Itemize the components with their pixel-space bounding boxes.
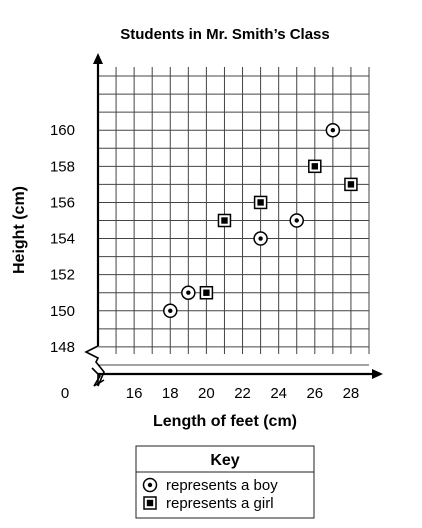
- boy-data-point: [181, 285, 196, 300]
- y-tick-label: 156: [50, 194, 75, 211]
- x-tick-labels: 16 18 20 22 24 26 28: [126, 385, 359, 402]
- y-tick-label: 148: [50, 339, 75, 356]
- girl-data-point: [253, 195, 268, 210]
- grid: [98, 67, 370, 366]
- legend-marker-girl: [143, 496, 157, 510]
- girl-data-point: [217, 213, 232, 228]
- y-axis-label: Height (cm): [11, 186, 28, 274]
- boy-data-point: [325, 122, 341, 138]
- x-tick-label: 24: [270, 385, 287, 402]
- legend-box: [135, 445, 315, 519]
- boy-data-point: [163, 303, 178, 319]
- legend-marker-boy: [142, 477, 158, 493]
- y-axis-arrow: [93, 53, 103, 64]
- data-points: [163, 122, 358, 319]
- boy-data-point: [253, 231, 268, 246]
- y-tick-label: 160: [50, 122, 75, 139]
- legend-title: Key: [210, 452, 239, 469]
- x-axis-break: [91, 367, 105, 387]
- girl-data-point: [344, 177, 358, 192]
- y-tick-label: 150: [50, 303, 75, 320]
- y-tick-labels: 148 150 152 154 156 158 160: [50, 122, 75, 356]
- x-tick-label: 16: [126, 385, 143, 402]
- boy-data-point: [289, 213, 304, 228]
- x-tick-label: 26: [306, 385, 323, 402]
- chart-title: Students in Mr. Smith’s Class: [120, 26, 330, 43]
- x-axis-arrow: [372, 369, 383, 379]
- axes: [84, 53, 383, 387]
- x-tick-label: 18: [162, 385, 179, 402]
- x-tick-label: 20: [198, 385, 215, 402]
- legend-label: represents a boy: [166, 477, 278, 494]
- origin-label: 0: [61, 385, 69, 402]
- girl-data-point: [199, 285, 214, 300]
- girl-data-point: [308, 159, 322, 174]
- y-tick-label: 152: [50, 267, 75, 284]
- y-axis-break: [84, 345, 105, 387]
- legend-label: represents a girl: [166, 495, 274, 512]
- x-axis-label: Length of feet (cm): [153, 413, 297, 430]
- y-tick-label: 154: [50, 231, 75, 248]
- y-tick-label: 158: [50, 158, 75, 175]
- x-tick-label: 28: [343, 385, 360, 402]
- x-tick-label: 22: [234, 385, 251, 402]
